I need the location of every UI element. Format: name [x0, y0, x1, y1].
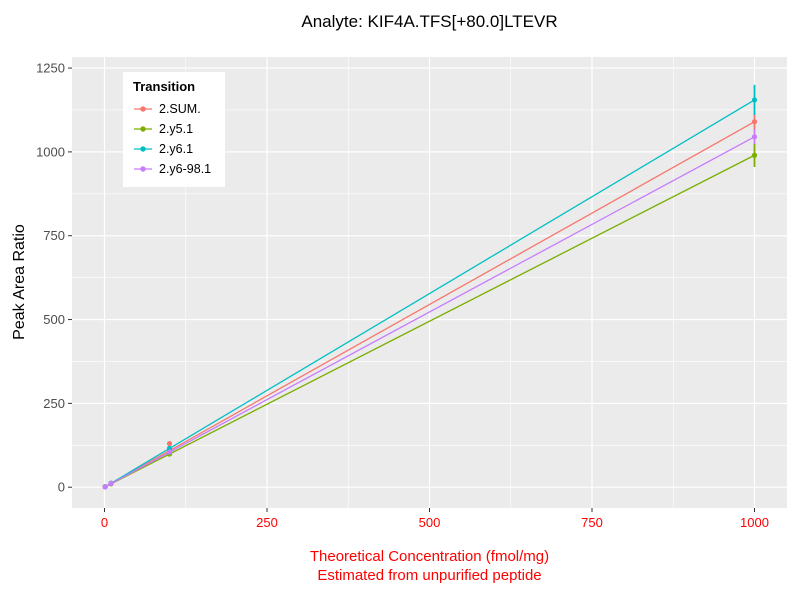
x-tick-label: 0 — [101, 515, 108, 530]
x-axis-title-line2: Estimated from unpurified peptide — [317, 567, 542, 584]
data-point-2.y6-98.1 — [751, 134, 758, 140]
series-line-2.y6.1 — [104, 99, 755, 488]
series-line-2.SUM. — [104, 121, 755, 488]
y-tick-label: 1250 — [36, 61, 65, 76]
data-point-2.y6-98.1 — [166, 449, 173, 455]
data-point-2.y6-98.1 — [102, 484, 108, 490]
legend-item-label: 2.y6-98.1 — [159, 162, 212, 176]
x-tick-label: 500 — [419, 515, 441, 530]
y-tick-label: 0 — [58, 480, 65, 495]
y-tick-label: 500 — [43, 312, 65, 327]
y-tick-label: 750 — [43, 228, 65, 243]
x-tick-label: 1000 — [740, 515, 769, 530]
x-tick-label: 250 — [256, 515, 278, 530]
data-point-2.SUM. — [166, 441, 173, 447]
legend-key-icon — [134, 106, 152, 112]
legend-key-icon — [134, 146, 152, 152]
x-axis-title: Theoretical Concentration (fmol/mg) Esti… — [72, 547, 787, 585]
data-point-2.y5.1 — [751, 152, 758, 158]
legend-key-icon — [134, 166, 152, 172]
legend-item: 2.y6.1 — [133, 139, 211, 159]
legend-items: 2.SUM. 2.y5.1 2.y6.1 2.y6-98.1 — [133, 99, 211, 179]
legend: Transition 2.SUM. 2.y5.1 2.y6.1 2.y6-98.1 — [123, 72, 226, 187]
series-line-2.y5.1 — [104, 154, 755, 488]
data-point-2.SUM. — [751, 119, 758, 125]
chart-title: Analyte: KIF4A.TFS[+80.0]LTEVR — [301, 12, 558, 31]
y-tick-label: 250 — [43, 396, 65, 411]
data-point-2.y6.1 — [166, 445, 173, 451]
legend-item: 2.SUM. — [133, 99, 211, 119]
legend-item: 2.y6-98.1 — [133, 159, 211, 179]
y-tick-label: 1000 — [36, 144, 65, 159]
data-point-2.y6.1 — [751, 97, 758, 103]
legend-title: Transition — [133, 79, 196, 94]
legend-item-label: 2.y6.1 — [159, 142, 194, 156]
series-line-2.y6-98.1 — [104, 136, 755, 488]
legend-key-icon — [134, 126, 152, 132]
legend-item-label: 2.y5.1 — [159, 122, 194, 136]
x-tick-label: 750 — [581, 515, 603, 530]
data-point-2.y6-98.1 — [108, 480, 114, 487]
legend-item: 2.y5.1 — [133, 119, 211, 139]
x-axis-title-line1: Theoretical Concentration (fmol/mg) — [309, 548, 550, 565]
y-axis-title: Peak Area Ratio — [11, 224, 28, 340]
legend-item-label: 2.SUM. — [159, 102, 201, 116]
